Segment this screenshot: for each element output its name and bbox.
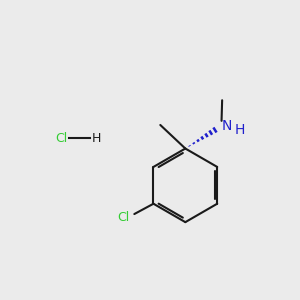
Text: Cl: Cl	[55, 132, 68, 145]
Text: H: H	[235, 123, 245, 137]
Text: N: N	[221, 118, 232, 133]
Text: Cl: Cl	[117, 211, 129, 224]
Text: H: H	[92, 132, 101, 145]
